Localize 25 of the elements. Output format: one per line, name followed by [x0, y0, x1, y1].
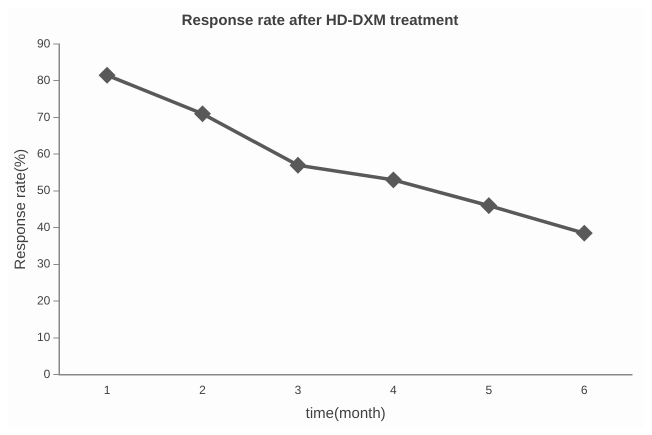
point: [481, 198, 497, 214]
x-axis-title: time(month): [306, 405, 386, 422]
point: [194, 106, 210, 122]
y-tick-label: 30: [36, 256, 51, 271]
x-tick-label: 1: [104, 383, 111, 398]
x-tick-label: 4: [390, 383, 398, 398]
y-axis-title: Response rate(%): [12, 148, 30, 270]
chart-title: Response rate after HD-DXM treatment: [182, 12, 458, 30]
y-tick-label: 80: [36, 73, 51, 88]
x-tick-label: 6: [580, 383, 588, 398]
y-tick-label: 70: [36, 110, 51, 124]
x-tick-label: 2: [199, 383, 206, 398]
point: [386, 172, 402, 188]
point: [576, 225, 592, 241]
y-tick-label: 20: [36, 293, 51, 308]
x-tick-label: 3: [294, 383, 302, 398]
y-tick-label: 40: [36, 220, 51, 234]
point: [99, 67, 115, 83]
y-tick-label: 0: [44, 366, 51, 381]
point: [290, 157, 306, 173]
y-tick-label: 90: [36, 36, 51, 50]
y-tick-label: 60: [36, 146, 51, 161]
x-tick-label: 5: [485, 383, 492, 398]
y-tick-label: 50: [36, 183, 51, 198]
y-tick-label: 10: [36, 330, 51, 344]
